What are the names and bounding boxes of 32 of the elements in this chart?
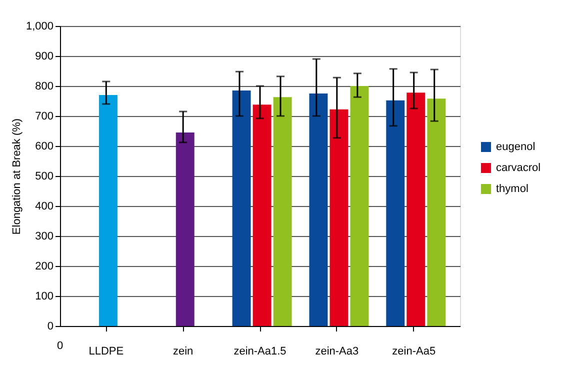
legend-label: carvacrol <box>496 162 541 174</box>
bar <box>252 104 272 326</box>
y-tick-label: 800 <box>35 80 54 92</box>
y-tick-label: 500 <box>35 170 54 182</box>
y-tick-label: 300 <box>35 230 54 242</box>
y-tick-label: 0 <box>47 320 54 332</box>
bar <box>98 95 118 326</box>
x-tick-label: zein <box>172 346 194 358</box>
text: 0 <box>56 340 64 352</box>
x-tick-label: zein-Aa3 <box>315 346 359 358</box>
y-tick-label: 1,000 <box>26 20 54 32</box>
y-tick-label: 700 <box>35 110 54 122</box>
bar <box>273 97 292 326</box>
bar <box>350 86 369 326</box>
bar <box>427 98 446 326</box>
y-tick-label: 900 <box>35 50 54 62</box>
y-tick-label: 600 <box>35 140 54 152</box>
x-tick-label: LLDPE <box>88 346 124 358</box>
y-tick-label: 200 <box>35 260 54 272</box>
bar <box>406 92 426 326</box>
legend-label: thymol <box>496 183 528 195</box>
bar <box>309 94 328 326</box>
bar <box>386 100 405 326</box>
y-tick-label: 100 <box>35 290 54 302</box>
y-tick-label: 400 <box>35 200 54 212</box>
x-tick-label: zein-Aa1.5 <box>234 346 286 358</box>
y-axis-title: Elongation at Break (%) <box>10 118 23 235</box>
legend-label: eugenol <box>496 141 536 153</box>
bar <box>330 109 348 326</box>
bar <box>232 90 251 326</box>
x-tick-label: zein-Aa5 <box>392 346 436 358</box>
bar <box>176 132 194 326</box>
